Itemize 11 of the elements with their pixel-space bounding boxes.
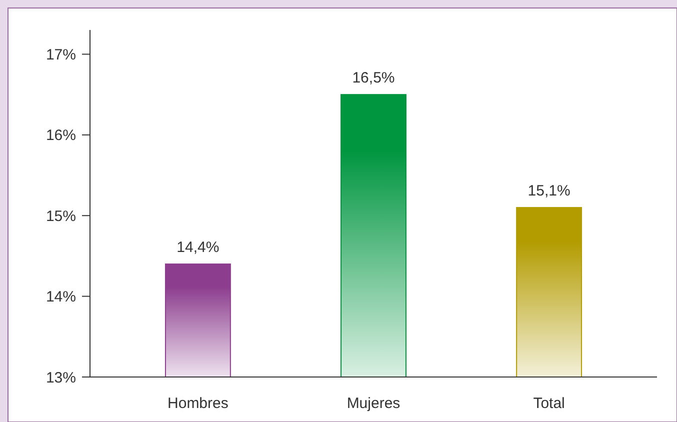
data-label: 14,4% (176, 239, 220, 256)
x-tick-label: Mujeres (346, 395, 400, 412)
x-tick-label: Total (533, 395, 565, 412)
data-label: 16,5% (352, 70, 395, 87)
y-tick-label: 14% (46, 288, 76, 306)
y-tick-label: 16% (46, 127, 76, 144)
y-tick-label: 15% (46, 208, 76, 225)
y-tick-label: 17% (46, 46, 76, 64)
data-label: 15,1% (528, 182, 570, 200)
y-tick-label: 13% (46, 369, 76, 386)
x-tick-label: Hombres (168, 395, 228, 412)
